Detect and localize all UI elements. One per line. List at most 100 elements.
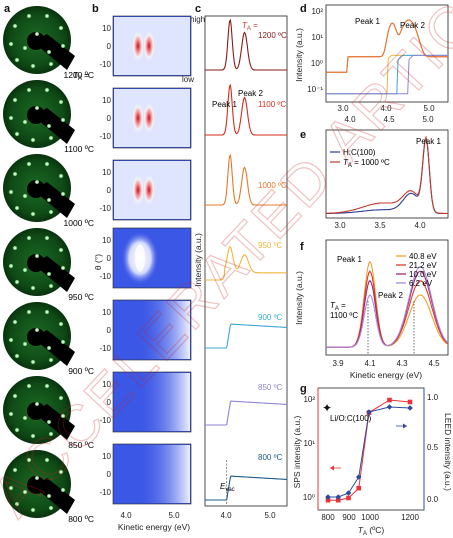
diffraction-spot bbox=[58, 173, 64, 179]
map-peak-2 bbox=[135, 244, 145, 272]
map-ytick: -10 bbox=[99, 416, 111, 425]
map-peak-1 bbox=[132, 174, 144, 206]
diffraction-spot bbox=[34, 475, 40, 481]
map-ytick: 10 bbox=[102, 24, 111, 33]
leed-point bbox=[407, 405, 413, 411]
spectrum-line bbox=[205, 323, 288, 349]
panel-b-xtick-0: 4.0 bbox=[120, 511, 132, 520]
map-ytick: -10 bbox=[99, 344, 111, 353]
panel-g-ytick-right-0: 1.0 bbox=[427, 393, 439, 402]
panel-e: e H:C(100) TA = 1000 ºC Peak 1 3.0 3.5 4… bbox=[300, 129, 449, 230]
diffraction-spot bbox=[60, 117, 66, 123]
panel-e-curves bbox=[326, 135, 448, 215]
spectrum-temp-label: 950 ºC bbox=[258, 241, 282, 250]
diffraction-spot bbox=[30, 211, 36, 217]
diffraction-spot bbox=[26, 309, 32, 315]
panel-d-peak1: Peak 1 bbox=[355, 17, 380, 26]
diffraction-spot bbox=[14, 131, 20, 137]
sps-point bbox=[387, 397, 392, 403]
map-ytick: 0 bbox=[107, 254, 112, 263]
diffraction-spot bbox=[30, 285, 36, 291]
panel-g-ytick-right-2: 0.0 bbox=[427, 495, 439, 504]
spectrum-temp-label: 850 ºC bbox=[258, 383, 282, 392]
diffraction-spot bbox=[14, 501, 20, 507]
diffraction-spot bbox=[30, 507, 36, 513]
legend-entry: 6.2 eV bbox=[409, 279, 433, 288]
legend-e-1: H:C(100) bbox=[343, 148, 376, 157]
panel-a-label: a bbox=[4, 3, 11, 15]
diffraction-spot bbox=[58, 25, 64, 31]
diffraction-spot bbox=[48, 61, 54, 67]
map-ytick: -10 bbox=[99, 204, 111, 213]
diffraction-spot bbox=[30, 137, 36, 143]
panel-f-xlabel: Kinetic energy (eV) bbox=[350, 370, 422, 380]
leed-point bbox=[335, 494, 342, 500]
sps-point bbox=[356, 485, 362, 491]
panel-g-xtick-1: 900 bbox=[342, 513, 356, 522]
panel-d-xtick-bottom-1: 4.5 bbox=[383, 115, 395, 124]
panel-e-label: e bbox=[300, 129, 306, 141]
diffraction-spot bbox=[8, 115, 14, 121]
panel-d-xtick-bottom-2: 5.0 bbox=[422, 115, 434, 124]
spectrum-temp-label: 900 ºC bbox=[258, 313, 282, 322]
diffraction-spot bbox=[22, 45, 28, 51]
map-edge bbox=[136, 445, 190, 503]
diffraction-spot bbox=[48, 431, 54, 437]
panel-b-label: b bbox=[92, 3, 99, 15]
gun-center bbox=[27, 254, 45, 272]
diffraction-spot bbox=[8, 41, 14, 47]
leed-pattern bbox=[3, 228, 75, 296]
sps-point bbox=[407, 399, 413, 405]
leed-pattern bbox=[3, 450, 75, 518]
panel-e-xtick-1: 3.5 bbox=[374, 221, 386, 230]
panel-c: c Intensity (a.u.) TA = Peak 1 Peak 2 12… bbox=[193, 3, 288, 520]
panel-b-xtick-1: 5.0 bbox=[168, 511, 180, 520]
panel-d-xtick-bottom-0: 4.0 bbox=[344, 115, 356, 124]
diffraction-spot bbox=[44, 457, 50, 463]
panel-e-xtick-0: 3.0 bbox=[334, 221, 346, 230]
diffraction-spot bbox=[34, 31, 40, 37]
panel-e-xtick-2: 4.0 bbox=[414, 221, 426, 230]
diffraction-spot bbox=[8, 411, 14, 417]
panel-f-label: f bbox=[300, 241, 304, 253]
leed-temp-label: 1200 ºC bbox=[63, 70, 94, 80]
panel-g-series bbox=[325, 397, 413, 503]
panel-a: a TA = 1200 ºC 1100 ºC 1000 ºC 950 ºC 900 ºC… bbox=[3, 3, 94, 524]
right-arrow-icon bbox=[403, 423, 407, 429]
diffraction-spot bbox=[8, 337, 14, 343]
leed-temp-label: 950 ºC bbox=[68, 292, 94, 302]
legend-entry: 40.8 eV bbox=[409, 252, 437, 261]
map-ytick: 10 bbox=[102, 236, 111, 245]
diffraction-spot bbox=[46, 271, 52, 277]
panel-g: g SPS intensity (a.u.) LEED intensity (a… bbox=[292, 383, 453, 537]
intensity-map: 10 0 -10 bbox=[99, 371, 192, 433]
panel-c-peak2: Peak 2 bbox=[238, 89, 263, 98]
map-ytick: 10 bbox=[102, 96, 111, 105]
diffraction-spot bbox=[30, 433, 36, 439]
panel-b-ylabel: θ (°) bbox=[93, 254, 103, 270]
colorbar-low-label: low bbox=[182, 75, 194, 84]
evac-label: Evac bbox=[220, 482, 235, 493]
legend-entry: 10.0 eV bbox=[409, 270, 437, 279]
map-ytick: 0 bbox=[107, 470, 112, 479]
gun-center bbox=[27, 180, 45, 198]
map-ytick: -10 bbox=[99, 272, 111, 281]
diffraction-spot bbox=[12, 319, 18, 325]
diffraction-spot bbox=[44, 383, 50, 389]
spectrum-temp-label: 1100 ºC bbox=[258, 100, 286, 109]
diffraction-spot bbox=[44, 235, 50, 241]
leed-temp-label: 1000 ºC bbox=[63, 218, 94, 228]
panel-c-xtick-1: 5.0 bbox=[264, 511, 276, 520]
diffraction-spot bbox=[34, 401, 40, 407]
diffraction-spot bbox=[22, 267, 28, 273]
spectrum-line bbox=[205, 246, 287, 281]
diffraction-spot bbox=[8, 263, 14, 269]
diffraction-spot bbox=[34, 179, 40, 185]
leed-pattern bbox=[3, 6, 75, 74]
diffraction-spot bbox=[30, 63, 36, 69]
diffraction-spot bbox=[26, 383, 32, 389]
panel-g-ylabel-right: LEED intensity (a.u.) bbox=[443, 413, 453, 491]
panel-d-xtick-top-2: 5.0 bbox=[423, 104, 435, 113]
